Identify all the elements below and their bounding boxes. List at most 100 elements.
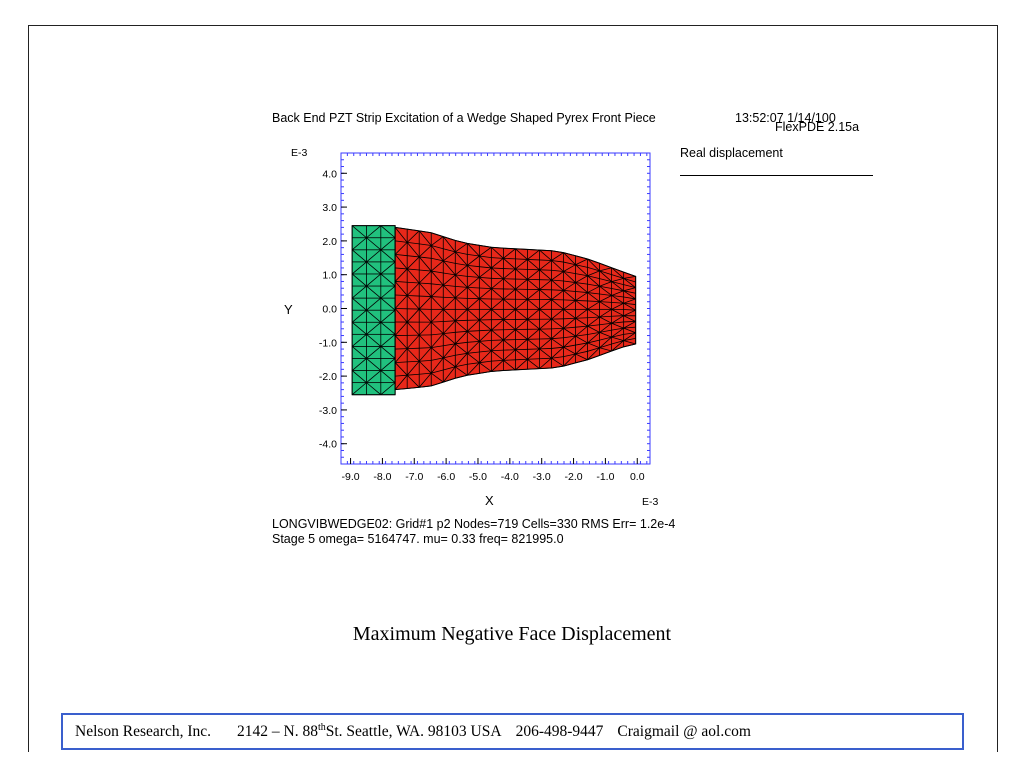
- mesh-edge: [587, 324, 600, 327]
- mesh-edge: [431, 232, 444, 237]
- mesh-edge: [467, 277, 480, 288]
- x-tick-label: -4.0: [501, 471, 519, 483]
- mesh-edge: [455, 352, 468, 356]
- mesh-edge: [527, 328, 540, 340]
- y-tick-label: 4.0: [322, 168, 337, 180]
- y-tick-label: 2.0: [322, 236, 337, 248]
- mesh-edge: [587, 283, 600, 287]
- mesh-edge: [599, 322, 612, 326]
- mesh-edge: [491, 267, 504, 280]
- mesh-edge: [539, 309, 552, 320]
- mesh-edge: [430, 309, 444, 323]
- mesh-edge: [467, 331, 480, 342]
- mesh-edge: [623, 343, 636, 348]
- mesh-edge: [442, 260, 456, 276]
- mesh-edge: [479, 360, 492, 364]
- mesh-edge: [394, 254, 408, 270]
- mesh-edge: [623, 284, 636, 289]
- mesh-edge: [575, 255, 588, 260]
- mesh-edge: [394, 374, 408, 390]
- mesh-edge: [599, 315, 612, 318]
- mesh-edge: [599, 316, 612, 324]
- mesh-edge: [366, 370, 382, 383]
- mesh-edge: [394, 335, 408, 349]
- mesh-edge: [539, 259, 552, 261]
- mesh-edge: [611, 295, 624, 298]
- mesh-edge: [467, 298, 480, 310]
- mesh-edge: [599, 332, 612, 338]
- mesh-edge: [455, 265, 468, 276]
- mesh-edge: [479, 288, 492, 299]
- mesh-edge: [611, 302, 624, 304]
- mesh-edge: [551, 271, 564, 281]
- mesh-edge: [418, 347, 432, 362]
- mesh-edge: [406, 295, 420, 310]
- mesh-edge: [479, 329, 492, 332]
- mesh-edge: [515, 338, 528, 351]
- mesh-edge: [491, 257, 504, 259]
- mesh-edge: [455, 243, 468, 253]
- mesh-edge: [406, 256, 420, 270]
- mesh-edge: [563, 290, 576, 301]
- mesh-edge: [454, 274, 468, 288]
- mesh-edge: [419, 282, 432, 285]
- y-tick-label: 0.0: [322, 304, 337, 316]
- mesh-edge: [407, 228, 420, 232]
- mesh-edge: [563, 290, 576, 292]
- mesh-edge: [442, 274, 456, 286]
- mesh-edge: [430, 357, 444, 374]
- mesh-edge: [599, 270, 612, 282]
- y-tick-label: -3.0: [319, 405, 337, 417]
- mesh-edge: [407, 360, 420, 363]
- mesh-edge: [419, 385, 432, 388]
- mesh-edge: [551, 260, 564, 272]
- mesh-edge: [431, 270, 444, 274]
- x-tick-label: -9.0: [342, 471, 360, 483]
- mesh-edge: [366, 382, 382, 396]
- mesh-edge: [623, 337, 636, 341]
- mesh-edge: [515, 248, 528, 250]
- mesh-edge: [599, 336, 612, 349]
- mesh-edge: [394, 281, 408, 296]
- mesh-edge: [351, 358, 367, 371]
- mesh-edge: [527, 279, 540, 290]
- mesh-edge: [623, 278, 636, 288]
- mesh-edge: [503, 329, 516, 341]
- mesh-edge: [491, 370, 504, 372]
- mesh-edge: [551, 357, 564, 367]
- mesh-edge: [587, 301, 600, 310]
- mesh-edge: [467, 319, 480, 332]
- mesh-edge: [539, 338, 552, 350]
- mesh-edge: [406, 321, 420, 336]
- mesh-edge: [611, 290, 624, 296]
- mesh-edge: [527, 338, 540, 350]
- mesh-edge: [491, 246, 504, 249]
- mesh-edge: [479, 267, 492, 278]
- mesh-edge: [351, 249, 367, 263]
- mesh-edge: [431, 381, 444, 387]
- mesh-edge: [587, 332, 600, 344]
- mesh-edge: [539, 299, 552, 310]
- mesh-edge: [575, 300, 588, 310]
- mesh-edge: [479, 350, 492, 353]
- mesh-edge: [418, 334, 432, 348]
- mesh-edge: [599, 301, 612, 303]
- mesh-edge: [394, 308, 408, 323]
- mesh-edge: [455, 341, 468, 345]
- mesh-edge: [455, 287, 468, 299]
- mesh-edge: [351, 297, 367, 311]
- mesh-edge: [551, 356, 564, 359]
- mesh-edge: [430, 333, 444, 348]
- mesh-edge: [455, 374, 468, 379]
- phone-number: 206-498-9447: [515, 722, 604, 740]
- mesh-edge: [527, 368, 540, 370]
- mesh-edge: [551, 338, 564, 348]
- mesh-edge: [479, 287, 492, 290]
- mesh-edge: [351, 382, 367, 396]
- mesh-edge: [539, 289, 552, 300]
- mesh-edge: [479, 319, 492, 331]
- mesh-edge: [623, 332, 636, 335]
- mesh-edge: [407, 241, 420, 245]
- mesh-edge: [430, 260, 444, 272]
